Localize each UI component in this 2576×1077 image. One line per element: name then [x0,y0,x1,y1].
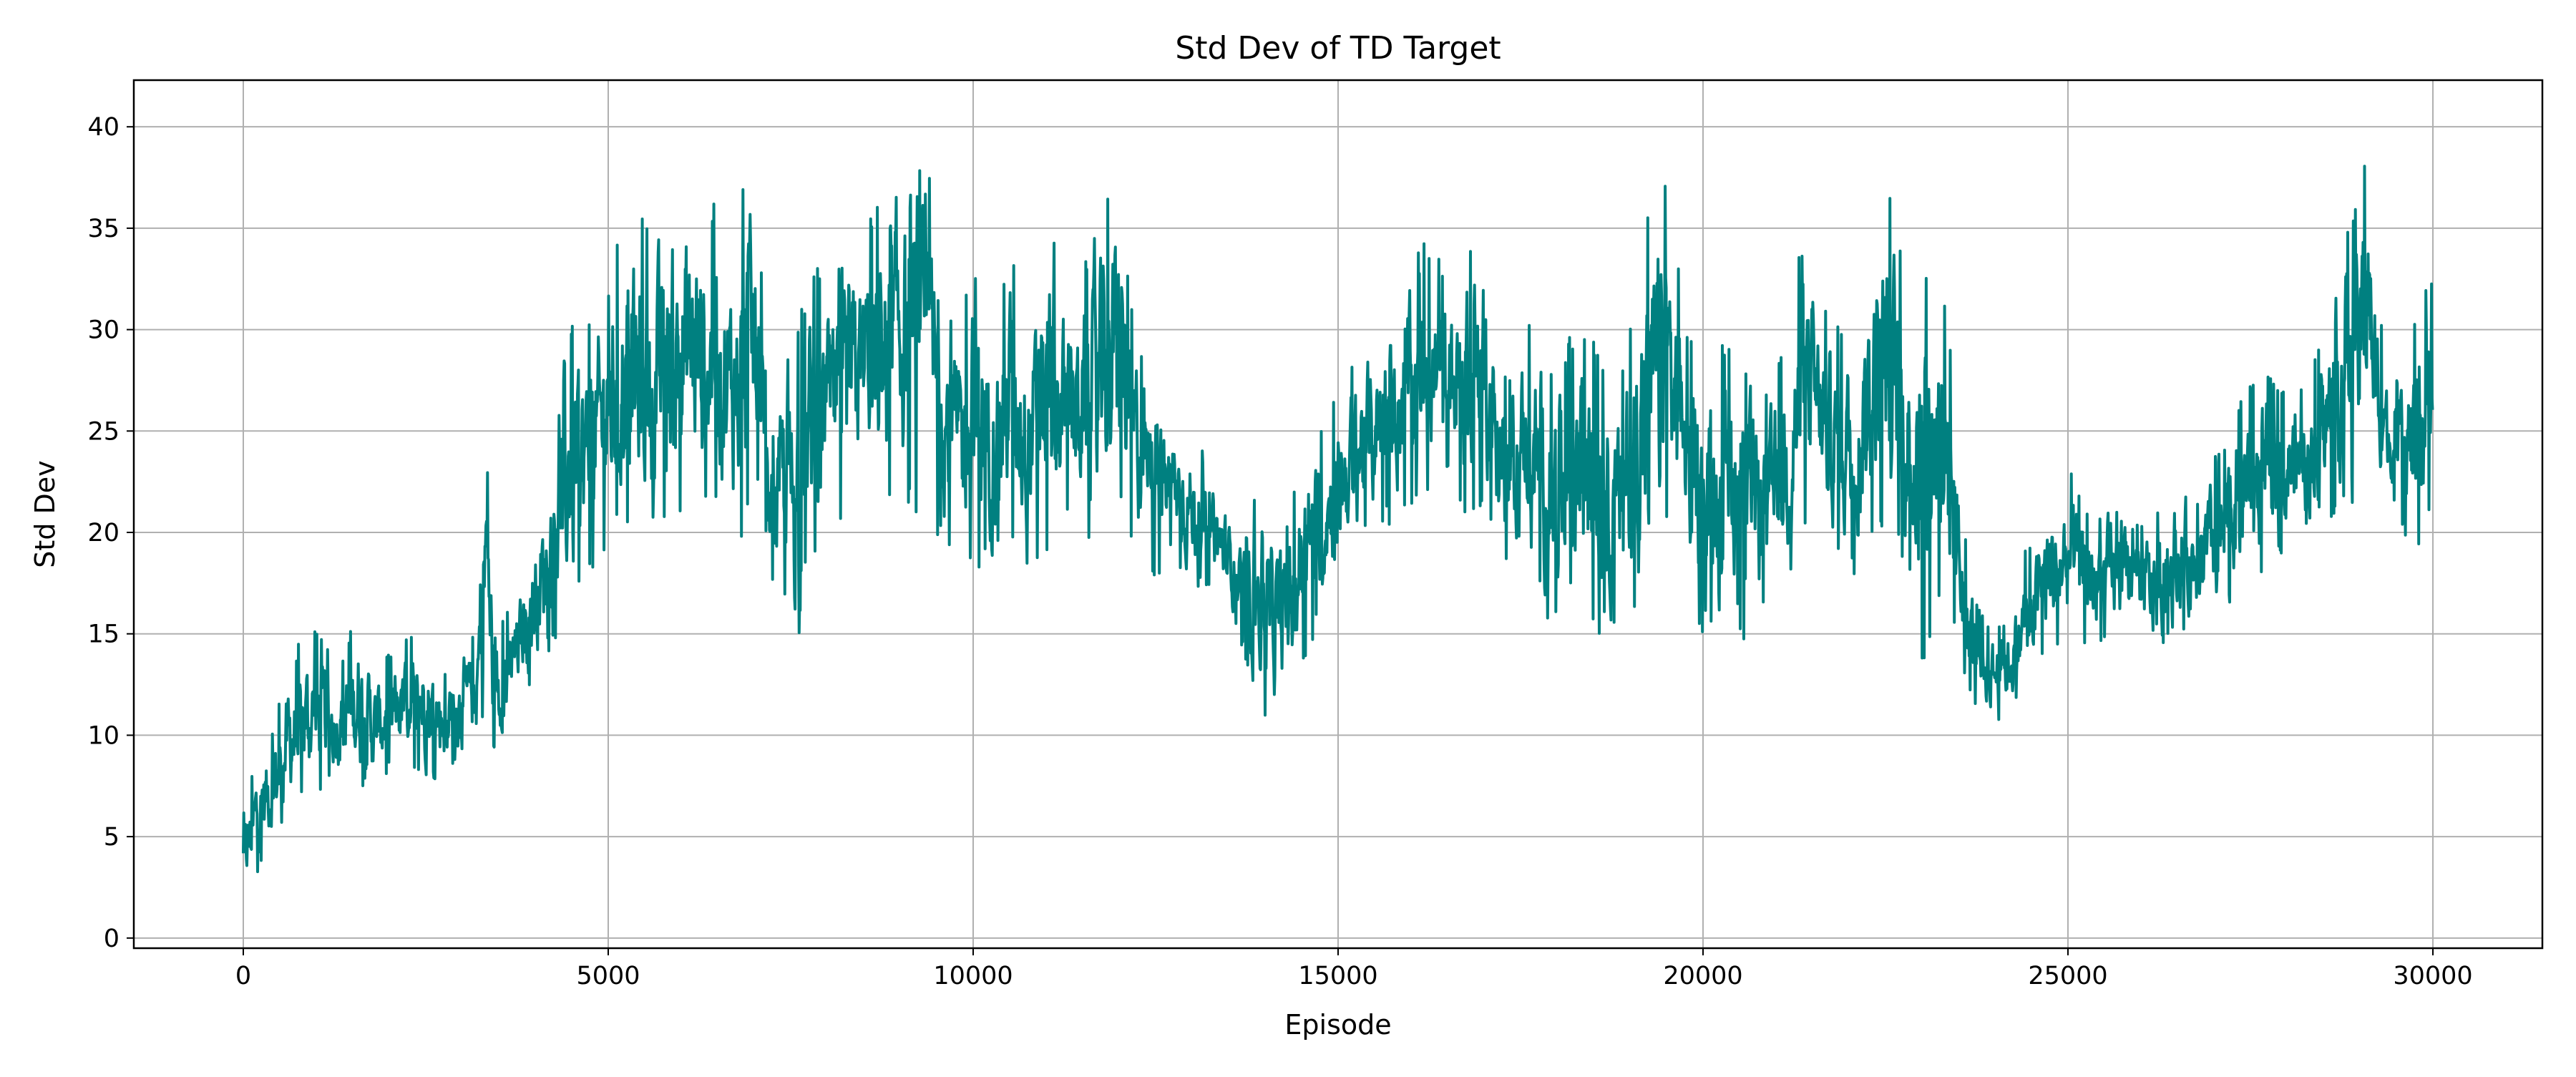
series-group [242,165,2434,874]
y-tick-label: 30 [87,316,119,345]
grid-lines [134,80,2542,948]
x-tick-label: 30000 [2393,962,2472,990]
x-tick-label: 5000 [576,962,640,990]
x-tick-label: 25000 [2028,962,2107,990]
chart-title: Std Dev of TD Target [1175,30,1501,67]
y-axis-ticks: 0 5 10 15 20 25 30 35 40 [87,113,134,953]
x-tick-label: 15000 [1298,962,1377,990]
x-axis-ticks: 0 5000 10000 15000 20000 25000 30000 [235,948,2473,990]
y-tick-label: 25 [87,417,119,446]
y-tick-label: 40 [87,113,119,142]
y-tick-label: 10 [87,721,119,750]
y-tick-label: 15 [87,620,119,649]
y-tick-label: 20 [87,519,119,547]
y-tick-label: 5 [104,823,119,852]
y-tick-label: 0 [104,925,119,953]
x-axis-label: Episode [1284,1009,1391,1041]
x-tick-label: 20000 [1663,962,1742,990]
x-tick-label: 0 [235,962,251,990]
y-tick-label: 35 [87,215,119,243]
y-axis-label: Std Dev [29,460,61,567]
series-line-0 [242,165,2434,874]
x-tick-label: 10000 [933,962,1013,990]
